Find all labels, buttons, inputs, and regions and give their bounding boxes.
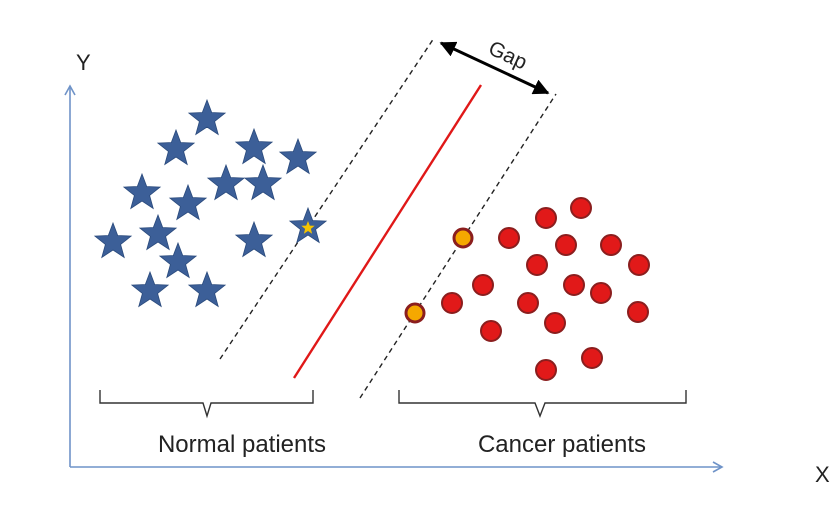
x-axis-label: X <box>815 462 830 487</box>
normal-patient-star <box>130 270 170 308</box>
normal-patients-label: Normal patients <box>158 431 326 458</box>
normal-patients-points <box>93 98 328 308</box>
cancer-patient-dot <box>535 207 557 229</box>
cancer-brace <box>398 390 687 418</box>
normal-patient-star <box>158 241 198 279</box>
normal-patient-star <box>138 213 178 251</box>
cancer-patient-dot <box>581 347 603 369</box>
cancer-patient-dot <box>600 234 622 256</box>
support-vector-dot <box>404 302 426 324</box>
normal-patient-star <box>187 98 227 136</box>
decision-boundary <box>292 84 483 379</box>
y-axis-label: Y <box>76 50 91 75</box>
cancer-patient-dot <box>544 312 566 334</box>
cancer-patient-dot <box>570 197 592 219</box>
cancer-patient-dot <box>628 254 650 276</box>
cancer-patient-dot <box>555 234 577 256</box>
normal-patient-star <box>168 183 208 221</box>
upper-margin-line <box>219 37 435 360</box>
cancer-patient-dot <box>590 282 612 304</box>
support-vector-dot <box>452 227 474 249</box>
gap-label: Gap <box>485 37 531 75</box>
cancer-patient-dot <box>480 320 502 342</box>
gap-arrow <box>439 41 550 95</box>
normal-patient-star <box>156 128 196 166</box>
cancer-patient-dot <box>517 292 539 314</box>
normal-patient-star <box>234 220 274 258</box>
normal-patient-star <box>187 270 227 308</box>
cancer-patient-dot <box>526 254 548 276</box>
normal-patient-star <box>234 127 274 165</box>
normal-brace <box>99 390 314 419</box>
cancer-patient-dot <box>472 274 494 296</box>
cancer-patient-dot <box>535 359 557 381</box>
cancer-patients-label: Cancer patients <box>478 431 646 458</box>
support-vector-highlight <box>301 221 315 234</box>
cancer-patient-dot <box>498 227 520 249</box>
normal-patient-star <box>122 172 162 210</box>
cancer-patient-dot <box>441 292 463 314</box>
normal-patient-star <box>93 221 133 259</box>
normal-patient-star <box>243 163 283 201</box>
cancer-patient-dot <box>563 274 585 296</box>
normal-patient-star <box>278 137 318 175</box>
normal-patient-star <box>206 163 246 201</box>
cancer-patient-dot <box>627 301 649 323</box>
cancer-patients-points <box>404 197 650 381</box>
